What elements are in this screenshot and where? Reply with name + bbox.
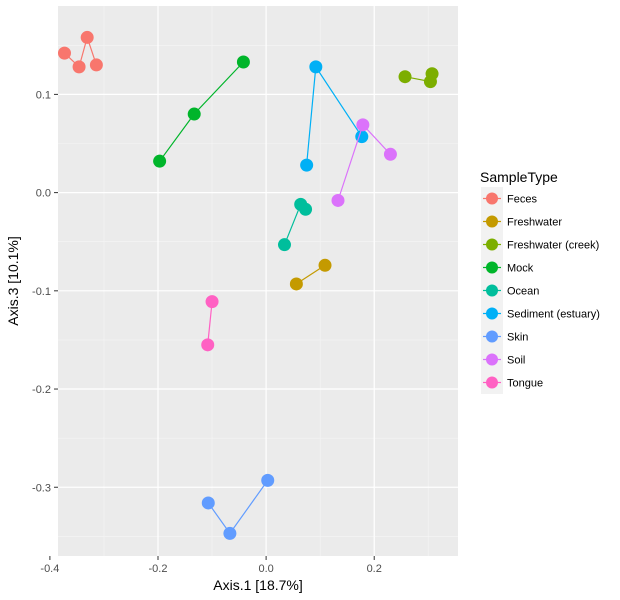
data-point-mock	[236, 55, 250, 69]
legend-item-tongue: Tongue	[481, 371, 543, 394]
legend-key-point	[486, 284, 498, 297]
x-tick-label: 0.2	[367, 563, 382, 575]
data-point-soil	[356, 118, 370, 132]
data-point-soil	[331, 193, 345, 207]
data-point-feces	[57, 46, 71, 60]
y-tick-label: -0.2	[32, 384, 51, 396]
series-ocean	[277, 197, 313, 252]
legend-title: SampleType	[480, 169, 558, 185]
y-tick-label: -0.1	[32, 286, 51, 298]
legend-key-point	[486, 238, 498, 251]
legend: SampleType Feces Freshwater Freshwater (cr…	[480, 169, 600, 394]
y-tick-label: 0.1	[36, 89, 51, 101]
legend-label-freshwater: Freshwater	[507, 217, 562, 229]
legend-key-point	[486, 307, 498, 320]
series-feces	[57, 30, 103, 74]
y-axis-title: Axis.3 [10.1%]	[5, 236, 21, 326]
legend-item-ocean: Ocean	[481, 279, 539, 302]
legend-item-freshwater: Freshwater	[481, 210, 562, 233]
data-point-tongue	[201, 338, 215, 352]
legend-key-point	[486, 376, 498, 389]
data-point-soil	[383, 147, 397, 161]
legend-key-point	[486, 353, 498, 366]
series-mock	[153, 55, 250, 168]
series-freshwater-creek	[398, 67, 439, 89]
data-point-tongue	[205, 295, 219, 309]
legend-key-point	[486, 261, 498, 274]
panel-background	[58, 6, 458, 556]
data-point-sediment-estuary	[300, 158, 314, 172]
legend-key-point	[486, 192, 498, 205]
data-point-feces	[89, 58, 103, 72]
x-tick-label: 0.0	[258, 563, 273, 575]
data-point-ocean	[277, 238, 291, 252]
legend-label-ocean: Ocean	[507, 286, 539, 298]
y-tick-label: -0.3	[32, 482, 51, 494]
data-point-freshwater-creek	[425, 67, 439, 81]
data-point-mock	[153, 154, 167, 168]
legend-label-feces: Feces	[507, 194, 537, 206]
legend-label-sediment-estuary: Sediment (estuary)	[507, 309, 600, 321]
series-skin	[201, 473, 275, 540]
x-tick-label: -0.4	[40, 563, 59, 575]
legend-item-soil: Soil	[481, 348, 525, 371]
legend-item-skin: Skin	[481, 325, 528, 348]
series-soil	[331, 118, 397, 207]
data-point-freshwater	[289, 277, 303, 291]
legend-item-feces: Feces	[481, 187, 537, 210]
data-point-feces	[72, 60, 86, 74]
legend-item-sediment-estuary: Sediment (estuary)	[481, 302, 600, 325]
x-axis-title: Axis.1 [18.7%]	[213, 577, 303, 593]
legend-label-soil: Soil	[507, 355, 525, 367]
legend-key-point	[486, 330, 498, 343]
data-point-sediment-estuary	[309, 60, 323, 74]
legend-item-freshwater-creek: Freshwater (creek)	[481, 233, 599, 256]
legend-label-tongue: Tongue	[507, 378, 543, 390]
axes: -0.4 -0.2 0.0 0.2 0.1 0.0 -0.1 -0.2 -0.3	[32, 89, 382, 575]
legend-label-mock: Mock	[507, 263, 534, 275]
legend-label-skin: Skin	[507, 332, 528, 344]
series-line-feces	[64, 35, 97, 69]
y-tick-label: 0.0	[36, 188, 51, 200]
data-point-ocean	[299, 202, 313, 216]
data-point-skin	[261, 473, 275, 487]
legend-key-point	[486, 215, 498, 228]
series-line-tongue	[207, 301, 213, 345]
legend-label-freshwater-creek: Freshwater (creek)	[507, 240, 599, 252]
data-point-skin	[223, 526, 237, 540]
data-point-freshwater-creek	[398, 70, 412, 84]
data-point-freshwater	[318, 258, 332, 272]
data-point-mock	[187, 107, 201, 121]
data-point-feces	[80, 30, 94, 44]
x-tick-label: -0.2	[149, 563, 168, 575]
series-freshwater	[289, 258, 332, 291]
data-point-skin	[201, 496, 215, 510]
plot-panel	[57, 6, 458, 556]
series-tongue	[201, 295, 219, 352]
legend-item-mock: Mock	[481, 256, 534, 279]
